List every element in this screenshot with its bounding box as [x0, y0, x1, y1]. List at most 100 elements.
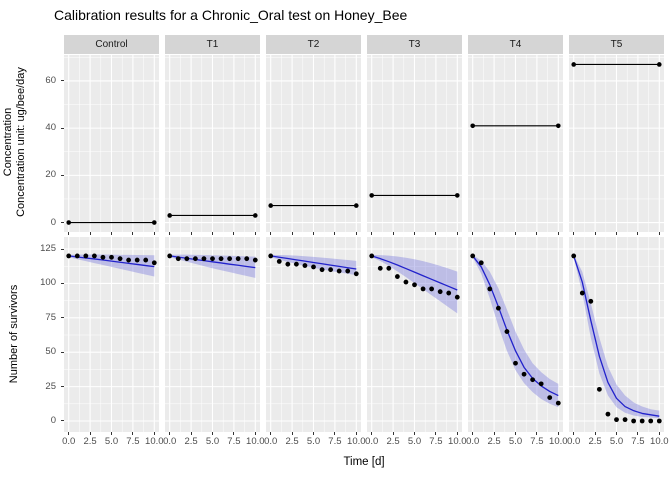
concentration-plot-t3: [367, 55, 462, 232]
x-tickmark-bottom: [89, 432, 91, 435]
chart-title: Calibration results for a Chronic_Oral t…: [54, 7, 408, 23]
x-tickmark-bottom: [212, 432, 213, 435]
x-tickmark-top: [414, 232, 415, 235]
concentration-plot-control: [64, 55, 159, 232]
x-tickmark-bottom: [254, 432, 256, 435]
concentration-panel-control: [64, 55, 159, 232]
y-tick-label-survivors: 0: [50, 414, 56, 426]
x-tick-label: 5.0: [508, 436, 523, 447]
x-tickmark-top: [355, 232, 357, 235]
x-tick-label: 5.0: [104, 436, 119, 447]
x-tickmark-top: [190, 232, 192, 235]
x-tickmark-bottom: [594, 432, 596, 435]
x-tickmark-bottom: [472, 432, 474, 435]
x-tickmark-bottom: [536, 432, 538, 435]
x-tick-label: 2.5: [83, 436, 97, 447]
x-tickmark-top: [153, 232, 155, 235]
y-tick-label-concentration: 60: [45, 74, 56, 86]
x-tick-label: 7.5: [126, 436, 140, 447]
x-tickmark-top: [472, 232, 474, 235]
x-tick-label: 10.0: [650, 436, 669, 447]
concentration-plot-t2: [266, 55, 361, 232]
y-tickmark-concentration: [60, 80, 64, 82]
x-tickmark-top: [493, 232, 495, 235]
x-tickmark-top: [233, 232, 235, 235]
x-tickmark-top: [616, 232, 617, 235]
x-tickmark-top: [169, 232, 171, 235]
x-tick-label: 10.0: [448, 436, 467, 447]
survivors-panel-t4: [468, 237, 563, 432]
y-tickmark-survivors: [60, 282, 64, 284]
x-tickmark-bottom: [371, 432, 373, 435]
survivors-panel-t5: [569, 237, 664, 432]
x-tickmark-bottom: [153, 432, 155, 435]
x-tickmark-top: [132, 232, 134, 235]
x-tick-label: 2.5: [184, 436, 198, 447]
y-tick-label-survivors: 100: [40, 277, 56, 289]
concentration-plot-t4: [468, 55, 563, 232]
survivors-panel-control: [64, 237, 159, 432]
facet-strip-t2: T2: [266, 35, 361, 54]
x-tick-label: 0.0: [264, 436, 278, 447]
x-tickmark-bottom: [291, 432, 293, 435]
survivors-plot-t1: [165, 237, 260, 432]
concentration-plot-t1: [165, 55, 260, 232]
x-tickmark-bottom: [169, 432, 171, 435]
facet-strip-t4: T4: [468, 35, 563, 54]
x-tick-label: 0.0: [466, 436, 480, 447]
x-tickmark-bottom: [111, 432, 112, 435]
x-tickmark-bottom: [313, 432, 314, 435]
bottom-y-axis-title: Number of survivors: [8, 284, 20, 384]
y-tick-label-concentration: 20: [45, 169, 56, 181]
x-tick-label: 10.0: [549, 436, 568, 447]
x-tickmark-bottom: [456, 432, 458, 435]
y-tick-label-survivors: 25: [45, 380, 56, 392]
survivors-panel-t3: [367, 237, 462, 432]
x-tickmark-top: [270, 232, 272, 235]
x-tickmark-bottom: [414, 432, 415, 435]
x-tick-label: 2.5: [285, 436, 299, 447]
x-tick-label: 10.0: [347, 436, 366, 447]
facet-strip-control: Control: [64, 35, 159, 54]
x-tick-label: 7.5: [429, 436, 443, 447]
x-tick-label: 0.0: [567, 436, 581, 447]
survivors-plot-t4: [468, 237, 563, 432]
survivors-plot-t3: [367, 237, 462, 432]
x-tickmark-top: [658, 232, 660, 235]
x-tickmark-bottom: [637, 432, 639, 435]
concentration-panel-t1: [165, 55, 260, 232]
x-tickmark-bottom: [233, 432, 235, 435]
x-tickmark-top: [536, 232, 538, 235]
y-tickmark-concentration: [60, 127, 64, 129]
facet-strip-t1: T1: [165, 35, 260, 54]
x-tick-label: 5.0: [407, 436, 422, 447]
x-tickmark-bottom: [392, 432, 394, 435]
y-tickmark-survivors: [60, 420, 64, 422]
x-tickmark-bottom: [132, 432, 134, 435]
y-tickmark-survivors: [60, 386, 64, 388]
x-tick-label: 2.5: [386, 436, 400, 447]
x-tickmark-top: [254, 232, 256, 235]
x-tickmark-top: [594, 232, 596, 235]
x-tickmark-top: [68, 232, 70, 235]
x-tickmark-top: [573, 232, 575, 235]
x-tickmark-top: [313, 232, 314, 235]
x-tick-label: 0.0: [62, 436, 76, 447]
survivors-plot-t5: [569, 237, 664, 432]
x-tick-label: 0.0: [163, 436, 177, 447]
x-tickmark-top: [392, 232, 394, 235]
y-tick-label-concentration: 40: [45, 122, 56, 134]
x-tickmark-top: [371, 232, 373, 235]
survivors-plot-control: [64, 237, 159, 432]
x-tickmark-bottom: [68, 432, 70, 435]
x-tickmark-bottom: [557, 432, 559, 435]
concentration-plot-t5: [569, 55, 664, 232]
x-tickmark-top: [334, 232, 336, 235]
x-tickmark-top: [637, 232, 639, 235]
x-tickmark-top: [89, 232, 91, 235]
survivors-panel-t2: [266, 237, 361, 432]
concentration-panel-t2: [266, 55, 361, 232]
x-tickmark-bottom: [493, 432, 495, 435]
x-tickmark-top: [456, 232, 458, 235]
